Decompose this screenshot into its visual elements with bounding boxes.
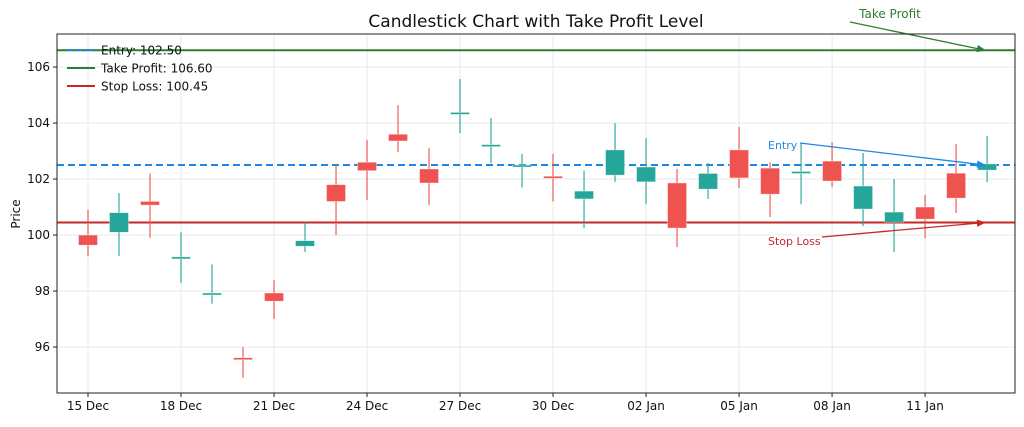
candle-body [450, 112, 470, 115]
candle-28-dec [481, 118, 501, 164]
candle-25-dec [388, 105, 408, 153]
candle-29-dec [512, 153, 532, 188]
plot-frame [56, 33, 1016, 394]
candle-02-jan [636, 138, 656, 205]
candle-body [140, 201, 160, 206]
candle-body [171, 256, 191, 260]
candle-body [791, 171, 811, 174]
candle-09-jan [853, 153, 873, 227]
candle-body [481, 144, 501, 147]
candle-31-dec [574, 170, 594, 229]
candle-body [326, 184, 346, 202]
candle-body [78, 234, 98, 246]
chart-title: Candlestick Chart with Take Profit Level [368, 12, 703, 32]
candle-body [109, 212, 129, 233]
candle-body [543, 175, 563, 179]
candle-body [946, 172, 966, 199]
candle-22-dec [295, 222, 315, 252]
candle-21-dec [264, 279, 284, 320]
legend-label-entry: Entry: 102.50 [101, 44, 182, 58]
candle-body [512, 164, 532, 168]
x-tick-label: 18 Dec [160, 399, 202, 413]
candle-body [915, 206, 935, 220]
candle-11-jan [915, 195, 935, 239]
x-tick-label: 05 Jan [720, 399, 758, 413]
candle-body [202, 292, 222, 296]
candle-30-dec [543, 153, 563, 202]
x-tick-label: 27 Dec [439, 399, 481, 413]
candle-body [698, 173, 718, 190]
entry-annotation-label: Entry [768, 139, 798, 152]
candle-body [729, 149, 749, 179]
candle-body [636, 166, 656, 183]
level-lines [57, 49, 1015, 224]
x-tick-label: 24 Dec [346, 399, 388, 413]
y-tick-label: 98 [35, 284, 50, 298]
candle-body [760, 167, 780, 195]
x-tick-label: 08 Jan [813, 399, 851, 413]
candle-body [388, 133, 408, 142]
candle-body [574, 190, 594, 200]
candle-18-dec [171, 232, 191, 283]
candle-body [233, 357, 253, 361]
candle-body [822, 160, 842, 182]
candle-27-dec [450, 79, 470, 134]
candle-body [264, 292, 284, 302]
legend: Entry: 102.50 Take Profit: 106.60 Stop Los… [67, 44, 213, 94]
x-tick-label: 15 Dec [67, 399, 109, 413]
candle-23-dec [326, 165, 346, 236]
y-tick-label: 106 [27, 60, 50, 74]
candle-04-jan [698, 163, 718, 199]
tp-annotation-label: Take Profit [858, 7, 921, 21]
candle-16-dec [109, 193, 129, 257]
candle-12-jan [946, 144, 966, 213]
y-tick-label: 100 [27, 228, 50, 242]
y-tick-label: 96 [35, 340, 50, 354]
x-tick-label: 02 Jan [627, 399, 665, 413]
candle-06-jan [760, 162, 780, 218]
candle-15-dec [78, 209, 98, 257]
candle-10-jan [884, 179, 904, 253]
candle-19-dec [202, 264, 222, 304]
y-tick-label: 104 [27, 116, 50, 130]
candle-13-jan [977, 135, 997, 183]
candle-body [667, 182, 687, 229]
candle-01-jan [605, 123, 625, 182]
y-tick-label: 102 [27, 172, 50, 186]
entry-annotation-arrow [799, 142, 987, 168]
candle-body [357, 161, 377, 171]
legend-label-tp: Take Profit: 106.60 [100, 62, 213, 76]
x-tick-label: 11 Jan [906, 399, 944, 413]
candle-17-dec [140, 173, 160, 238]
candle-08-jan [822, 142, 842, 188]
candle-body [295, 240, 315, 247]
candle-body [853, 185, 873, 210]
candle-03-jan [667, 168, 687, 248]
tp-annotation-arrow [849, 21, 986, 53]
candle-05-jan [729, 126, 749, 189]
axis-ticks: 96 98 100 102 104 106 15 Dec 18 Dec 21 Dec 24 Dec… [27, 60, 944, 413]
sl-annotation-arrow [821, 219, 987, 238]
sl-annotation-label: Stop Loss [768, 235, 821, 248]
annotations: Entry Take Profit Stop Loss [768, 7, 987, 248]
candle-20-dec [233, 347, 253, 378]
candle-26-dec [419, 148, 439, 206]
x-tick-label: 30 Dec [532, 399, 574, 413]
candle-body [419, 168, 439, 184]
candle-24-dec [357, 139, 377, 201]
candle-body [884, 211, 904, 223]
candle-07-jan [791, 142, 811, 205]
candle-body [605, 149, 625, 176]
y-axis-label: Price [9, 199, 23, 228]
x-tick-label: 21 Dec [253, 399, 295, 413]
legend-label-sl: Stop Loss: 100.45 [101, 80, 208, 94]
candles [78, 79, 997, 378]
